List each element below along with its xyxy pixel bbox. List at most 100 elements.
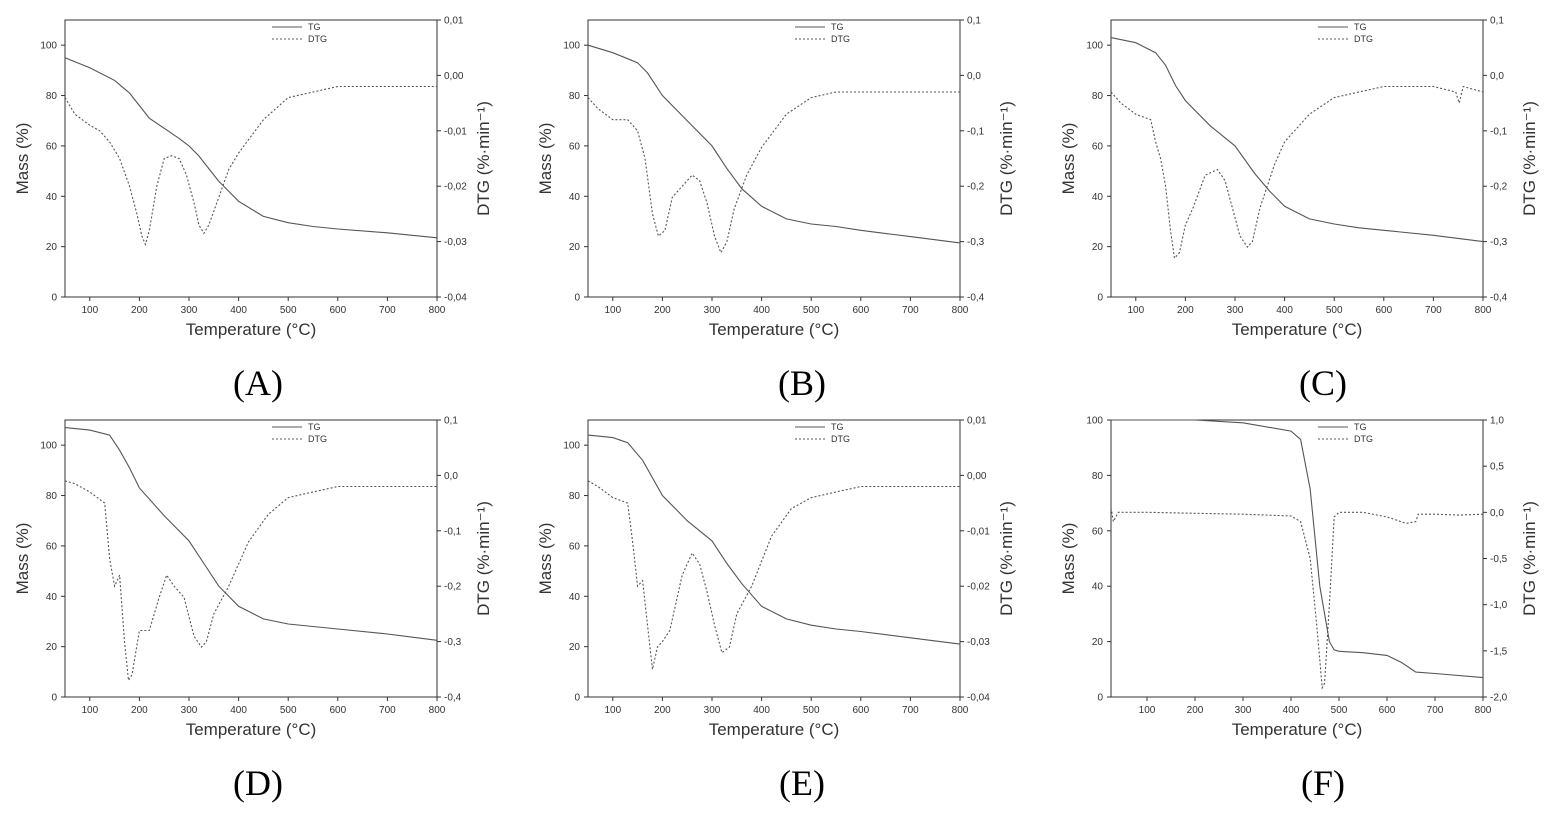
x-tick-label: 800 — [1475, 305, 1492, 316]
y2-axis-label: DTG (%·min⁻¹) — [1520, 101, 1539, 216]
y-tick-label: 60 — [1092, 141, 1104, 152]
legend-dtg-label: DTG — [308, 434, 327, 444]
legend-tg-label: TG — [831, 22, 844, 32]
y-tick-label: 20 — [1092, 242, 1104, 253]
caption-f: (F) — [1301, 763, 1345, 803]
y2-tick-label: 0,01 — [444, 16, 464, 27]
y2-tick-label: 0,0 — [444, 471, 458, 482]
x-tick-label: 300 — [181, 705, 198, 716]
y-tick-label: 100 — [40, 441, 57, 452]
x-tick-label: 400 — [230, 705, 247, 716]
y-tick-label: 0 — [1097, 693, 1103, 704]
y2-tick-label: -0,03 — [444, 237, 467, 248]
x-tick-label: 800 — [952, 305, 969, 316]
tg-series-line — [587, 434, 961, 645]
x-tick-label: 500 — [1331, 705, 1348, 716]
y-tick-label: 80 — [569, 491, 581, 502]
caption-e: (E) — [779, 763, 825, 803]
x-tick-label: 700 — [902, 305, 919, 316]
y-tick-label: 40 — [1092, 582, 1104, 593]
y2-tick-label: -0,4 — [444, 693, 462, 704]
dtg-series-line — [587, 480, 960, 670]
y2-tick-label: -0,4 — [967, 293, 985, 304]
dtg-series-line — [1110, 85, 1484, 260]
x-tick-label: 100 — [1139, 705, 1156, 716]
y-tick-label: 40 — [1092, 192, 1104, 203]
y2-tick-label: -2,0 — [1490, 693, 1508, 704]
x-tick-label: 100 — [1127, 305, 1144, 316]
y2-tick-label: -0,2 — [444, 582, 462, 593]
y2-tick-label: 1,0 — [1490, 416, 1504, 427]
x-tick-label: 100 — [604, 305, 621, 316]
x-tick-label: 100 — [81, 305, 98, 316]
x-tick-label: 600 — [1375, 305, 1392, 316]
x-tick-label: 800 — [429, 305, 446, 316]
x-tick-label: 800 — [952, 705, 969, 716]
legend-tg-label: TG — [1354, 22, 1367, 32]
x-tick-label: 300 — [704, 705, 721, 716]
y2-axis-label: DTG (%·min⁻¹) — [997, 501, 1016, 616]
x-axis-label: Temperature (°C) — [709, 720, 840, 739]
x-tick-label: 400 — [753, 305, 770, 316]
caption-c: (C) — [1299, 363, 1347, 403]
y-tick-label: 40 — [46, 592, 58, 603]
y-tick-label: 100 — [1086, 416, 1103, 427]
x-tick-label: 700 — [379, 705, 396, 716]
tg-series-line — [1110, 37, 1484, 243]
x-tick-label: 700 — [902, 705, 919, 716]
x-tick-label: 200 — [654, 705, 671, 716]
y-tick-label: 80 — [46, 91, 58, 102]
plot-frame — [587, 19, 961, 298]
legend-dtg-label: DTG — [1354, 34, 1373, 44]
x-tick-label: 200 — [1187, 705, 1204, 716]
x-tick-label: 500 — [1326, 305, 1343, 316]
y-tick-label: 60 — [46, 141, 58, 152]
x-tick-label: 200 — [131, 705, 148, 716]
legend-tg-label: TG — [308, 22, 321, 32]
y-tick-label: 0 — [574, 693, 580, 704]
y2-tick-label: -0,2 — [967, 182, 985, 193]
y2-tick-label: -0,3 — [967, 237, 985, 248]
dtg-series-line — [64, 480, 437, 683]
y-tick-label: 40 — [569, 592, 581, 603]
y2-tick-label: -0,4 — [1490, 293, 1508, 304]
x-tick-label: 600 — [329, 705, 346, 716]
y-tick-label: 100 — [1086, 41, 1103, 52]
y2-tick-label: 0,00 — [967, 471, 987, 482]
x-tick-label: 400 — [230, 305, 247, 316]
y2-tick-label: -0,1 — [444, 526, 462, 537]
x-tick-label: 500 — [280, 705, 297, 716]
y-tick-label: 60 — [569, 541, 581, 552]
y2-tick-label: 0,0 — [967, 71, 981, 82]
y-tick-label: 20 — [569, 242, 581, 253]
y-tick-label: 0 — [574, 293, 580, 304]
x-tick-label: 700 — [1425, 305, 1442, 316]
y-tick-label: 100 — [563, 441, 580, 452]
y2-tick-label: 0,0 — [1490, 508, 1504, 519]
y-tick-label: 60 — [569, 141, 581, 152]
y2-tick-label: 0,1 — [967, 16, 981, 27]
y2-tick-label: -0,04 — [967, 693, 990, 704]
y2-tick-label: -0,1 — [1490, 126, 1508, 137]
chart-panel-c: 100 200 300 400 500 600 700 800 0 20 40 60 80 100 -0,4… — [1059, 16, 1539, 340]
y2-tick-label: -0,02 — [967, 582, 990, 593]
caption-d: (D) — [233, 763, 283, 803]
y2-axis-label: DTG (%·min⁻¹) — [997, 101, 1016, 216]
y-tick-label: 60 — [1092, 526, 1104, 537]
y-tick-label: 20 — [569, 642, 581, 653]
y-tick-label: 0 — [51, 293, 57, 304]
y-tick-label: 20 — [46, 242, 58, 253]
x-axis-label: Temperature (°C) — [709, 320, 840, 339]
x-axis-label: Temperature (°C) — [186, 720, 317, 739]
y2-tick-label: -0,03 — [967, 637, 990, 648]
y-tick-label: 80 — [1092, 471, 1104, 482]
y2-tick-label: 0,1 — [444, 416, 458, 427]
x-tick-label: 200 — [131, 305, 148, 316]
caption-b: (B) — [778, 363, 826, 403]
y-tick-label: 80 — [46, 491, 58, 502]
y2-axis-label: DTG (%·min⁻¹) — [1520, 501, 1539, 616]
y2-tick-label: -1,0 — [1490, 600, 1508, 611]
chart-panel-a: 100 200 300 400 500 600 700 800 0 20 40 60 80 100 -0,0… — [13, 16, 493, 340]
y2-tick-label: 0,00 — [444, 71, 464, 82]
